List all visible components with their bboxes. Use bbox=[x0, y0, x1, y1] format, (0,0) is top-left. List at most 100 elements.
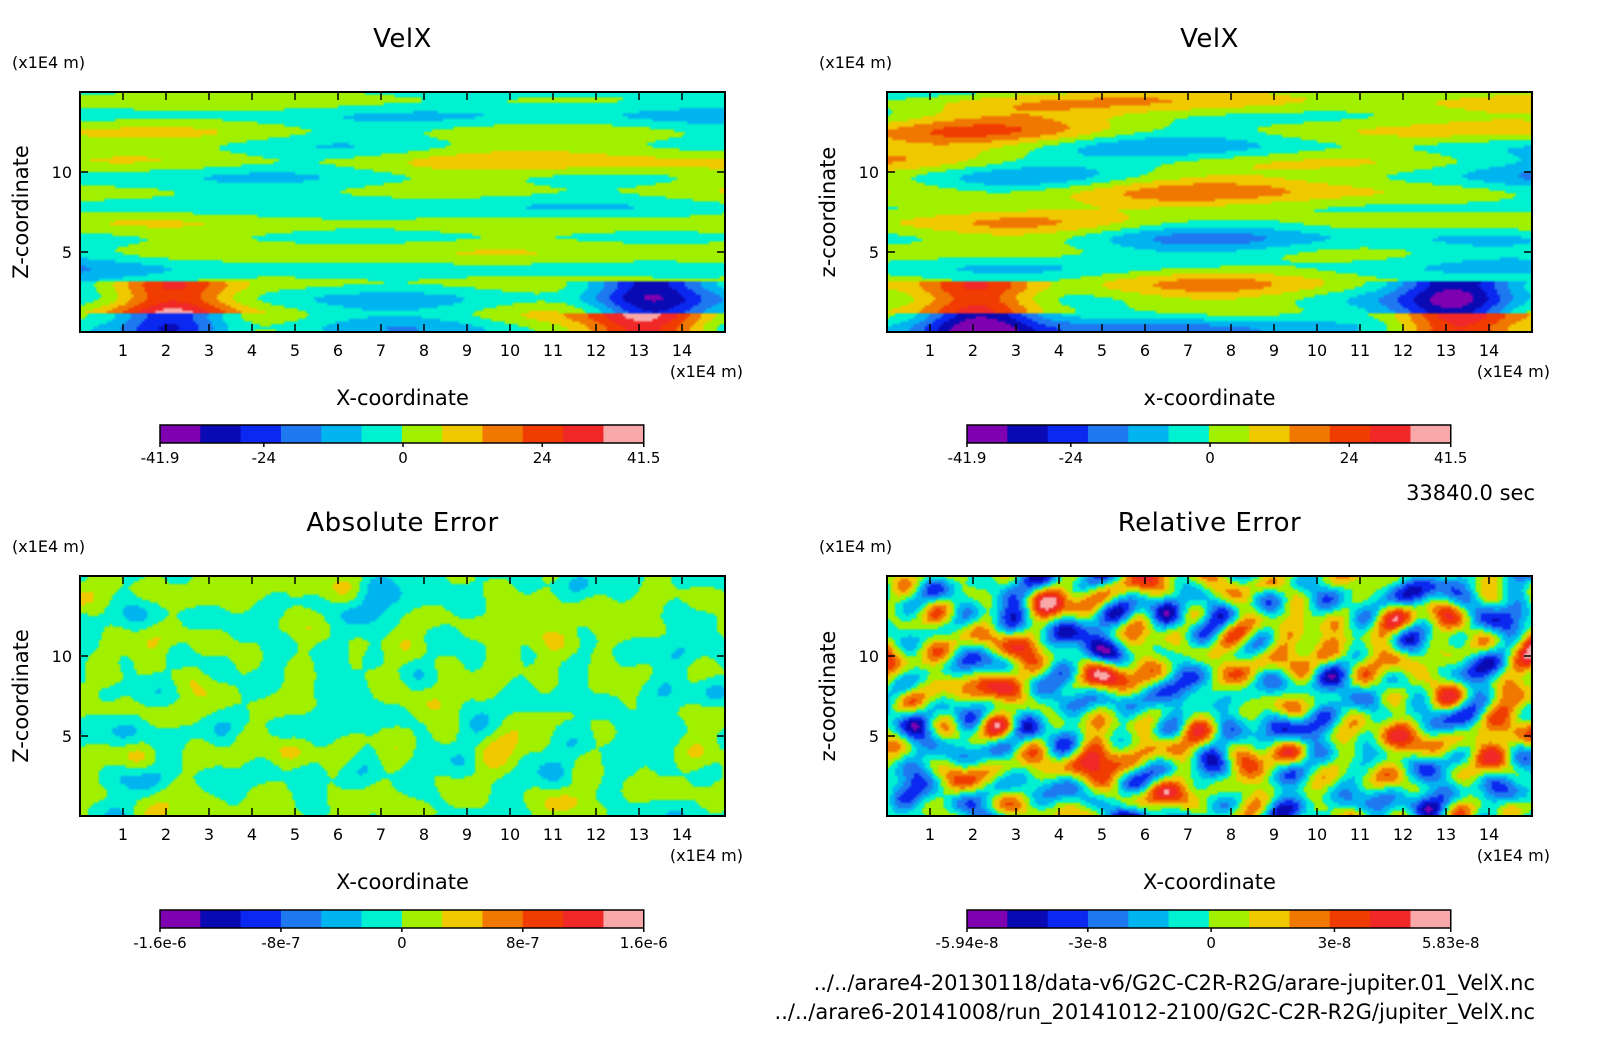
x-tick-label: 5 bbox=[1097, 341, 1107, 360]
colorbar-segment bbox=[361, 425, 403, 443]
heatmap-field bbox=[80, 576, 725, 816]
heatmap-field bbox=[80, 92, 725, 332]
heatmap-field bbox=[887, 576, 1532, 816]
x-tick-label: 12 bbox=[586, 825, 606, 844]
x-tick-label: 4 bbox=[247, 341, 257, 360]
colorbar-tick-label: -41.9 bbox=[141, 449, 180, 467]
x-tick-label: 6 bbox=[333, 341, 343, 360]
y-axis-label: Z-coordinate bbox=[9, 145, 33, 279]
colorbar-segment bbox=[200, 425, 242, 443]
colorbar-segment bbox=[563, 910, 604, 928]
x-tick-label: 13 bbox=[1436, 341, 1456, 360]
plot-frame bbox=[79, 91, 726, 333]
x-unit-label: (x1E4 m) bbox=[670, 362, 743, 381]
x-tick-label: 13 bbox=[629, 825, 649, 844]
colorbar-tick-label: 3e-8 bbox=[1318, 934, 1352, 952]
y-tick-label: 5 bbox=[62, 727, 72, 746]
x-tick-label: 7 bbox=[1183, 825, 1193, 844]
colorbar-segment bbox=[1007, 425, 1049, 443]
colorbar-segment bbox=[1249, 910, 1290, 928]
panel-3: Absolute Error(x1E4 m)1 2 3 4 5 6 7 8 9 10 11 12 13 1… bbox=[9, 508, 743, 952]
colorbar-segment bbox=[1289, 425, 1331, 443]
x-tick-label: 11 bbox=[1350, 825, 1370, 844]
x-tick-label: 4 bbox=[1054, 341, 1064, 360]
colorbar-segment bbox=[1370, 425, 1411, 443]
y-axis-label: z-coordinate bbox=[816, 147, 840, 278]
colorbar-segment bbox=[1370, 910, 1411, 928]
x-tick-label: 2 bbox=[161, 341, 171, 360]
x-tick-label: 10 bbox=[1307, 825, 1327, 844]
colorbar-segment bbox=[482, 425, 524, 443]
colorbar-segment bbox=[240, 425, 282, 443]
y-tick-label: 5 bbox=[62, 243, 72, 262]
panel-2: VelX(x1E4 m)1 2 3 4 5 6 7 8 9 10 11 12 13 14510(x1E4 … bbox=[816, 24, 1550, 467]
x-tick-label: 6 bbox=[1140, 825, 1150, 844]
x-tick-label: 9 bbox=[1269, 341, 1279, 360]
heatmap-field bbox=[887, 92, 1532, 332]
x-tick-label: 5 bbox=[290, 825, 300, 844]
colorbar-tick-label: -24 bbox=[252, 449, 277, 467]
x-tick-label: 11 bbox=[543, 825, 563, 844]
file-path-2: ../../arare6-20141008/run_20141012-2100/… bbox=[775, 1000, 1535, 1025]
time-label: 33840.0 sec bbox=[1406, 481, 1535, 505]
colorbar-tick-label: -41.9 bbox=[948, 449, 987, 467]
x-tick-label: 14 bbox=[1479, 825, 1499, 844]
colorbar-segment bbox=[603, 425, 645, 443]
x-tick-label: 5 bbox=[290, 341, 300, 360]
colorbar-segment bbox=[1047, 910, 1089, 928]
colorbar-frame bbox=[159, 424, 645, 444]
colorbar-segment bbox=[1410, 910, 1452, 928]
colorbar-segment bbox=[1329, 425, 1371, 443]
colorbar-tick-label: 0 bbox=[398, 449, 408, 467]
panel-title: Relative Error bbox=[1118, 508, 1302, 538]
x-tick-label: 11 bbox=[543, 341, 563, 360]
y-axis-label: z-coordinate bbox=[816, 631, 840, 762]
y-tick-label: 10 bbox=[52, 647, 72, 666]
colorbar-segment bbox=[1007, 910, 1049, 928]
x-tick-label: 9 bbox=[462, 341, 472, 360]
colorbar-segment bbox=[1128, 425, 1170, 443]
colorbar-segment bbox=[967, 910, 1008, 928]
y-tick-label: 5 bbox=[869, 727, 879, 746]
colorbar-segment bbox=[522, 910, 564, 928]
x-tick-label: 8 bbox=[419, 825, 429, 844]
colorbar-segment bbox=[280, 910, 322, 928]
colorbar-tick-label: 1.6e-6 bbox=[620, 934, 668, 952]
x-tick-label: 12 bbox=[586, 341, 606, 360]
x-tick-label: 6 bbox=[1140, 341, 1150, 360]
colorbar-segment bbox=[442, 425, 483, 443]
colorbar-segment bbox=[280, 425, 322, 443]
colorbar-tick-label: -8e-7 bbox=[261, 934, 300, 952]
colorbar-segment bbox=[1329, 910, 1371, 928]
x-tick-label: 1 bbox=[118, 341, 128, 360]
panel-1: VelX(x1E4 m)1 2 3 4 5 6 7 8 9 10 11 12 13 14510(x1E4 … bbox=[9, 24, 743, 467]
x-tick-label: 2 bbox=[161, 825, 171, 844]
colorbar-segment bbox=[1168, 910, 1210, 928]
x-tick-label: 1 bbox=[118, 825, 128, 844]
colorbar-tick-label: 0 bbox=[1205, 449, 1215, 467]
x-tick-label: 4 bbox=[247, 825, 257, 844]
x-tick-label: 3 bbox=[204, 825, 214, 844]
x-tick-label: 1 bbox=[925, 825, 935, 844]
y-tick-label: 10 bbox=[52, 163, 72, 182]
x-tick-label: 10 bbox=[500, 825, 520, 844]
y-unit-label: (x1E4 m) bbox=[819, 53, 892, 72]
colorbar-segment bbox=[1087, 425, 1129, 443]
x-tick-label: 7 bbox=[1183, 341, 1193, 360]
colorbar-frame bbox=[966, 909, 1452, 929]
x-axis-label: X-coordinate bbox=[1143, 870, 1276, 894]
x-tick-label: 3 bbox=[204, 341, 214, 360]
colorbar-segment bbox=[1410, 425, 1452, 443]
colorbar-tick-label: -3e-8 bbox=[1068, 934, 1107, 952]
x-tick-label: 12 bbox=[1393, 341, 1413, 360]
x-unit-label: (x1E4 m) bbox=[1477, 846, 1550, 865]
x-tick-label: 3 bbox=[1011, 341, 1021, 360]
x-tick-label: 10 bbox=[500, 341, 520, 360]
x-tick-label: 1 bbox=[925, 341, 935, 360]
x-tick-label: 6 bbox=[333, 825, 343, 844]
x-tick-label: 13 bbox=[629, 341, 649, 360]
colorbar-segment bbox=[200, 910, 242, 928]
y-tick-label: 10 bbox=[859, 163, 879, 182]
colorbar-segment bbox=[401, 910, 443, 928]
x-tick-label: 9 bbox=[1269, 825, 1279, 844]
